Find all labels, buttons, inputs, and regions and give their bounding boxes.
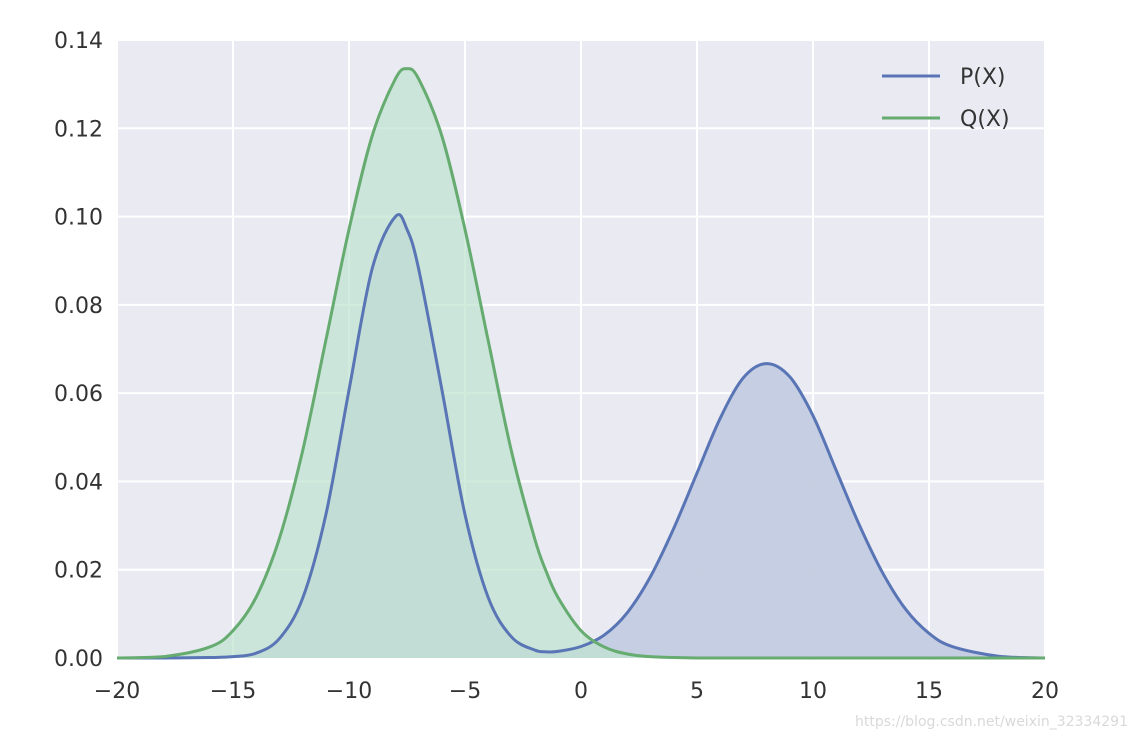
y-tick-label: 0.10	[54, 206, 103, 231]
x-tick-label: −10	[326, 679, 372, 704]
y-tick-label: 0.08	[54, 294, 103, 319]
x-tick-label: 20	[1031, 679, 1059, 704]
y-axis: 0.00 0.02 0.04 0.06 0.08 0.10 0.12 0.14	[54, 29, 103, 672]
y-tick-label: 0.12	[54, 117, 103, 142]
x-tick-label: 5	[690, 679, 704, 704]
watermark-text: https://blog.csdn.net/weixin_32334291	[854, 714, 1128, 730]
legend-label-qx: Q(X)	[960, 107, 1010, 132]
y-tick-label: 0.06	[54, 382, 103, 407]
series-line-qx	[116, 67, 1045, 660]
x-tick-label: 15	[915, 679, 943, 704]
y-tick-label: 0.14	[54, 29, 103, 54]
series-lines	[116, 67, 1046, 660]
y-tick-label: 0.02	[54, 559, 103, 584]
series-line-px	[117, 213, 1046, 660]
y-tick-label: 0.04	[54, 470, 103, 495]
series-area-qx	[117, 68, 1045, 659]
x-tick-label: 0	[574, 679, 588, 704]
x-tick-label: −15	[210, 679, 256, 704]
legend-label-px: P(X)	[960, 65, 1006, 90]
y-tick-label: 0.00	[54, 647, 103, 672]
x-tick-label: −20	[94, 679, 140, 704]
legend: P(X) Q(X)	[882, 65, 1010, 132]
x-axis: −20 −15 −10 −5 0 5 10 15 20	[94, 679, 1059, 704]
x-tick-label: −5	[449, 679, 481, 704]
x-tick-label: 10	[799, 679, 827, 704]
series-areas	[117, 68, 1045, 659]
